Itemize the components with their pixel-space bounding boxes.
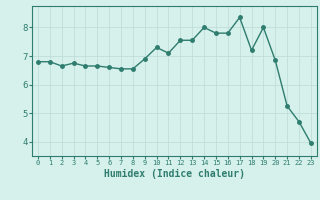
X-axis label: Humidex (Indice chaleur): Humidex (Indice chaleur) bbox=[104, 169, 245, 179]
